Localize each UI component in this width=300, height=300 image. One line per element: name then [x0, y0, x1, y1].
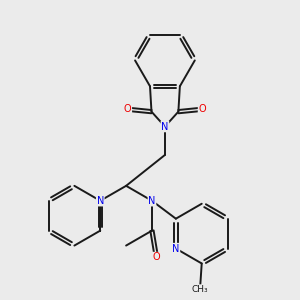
Text: N: N — [172, 244, 179, 254]
Text: O: O — [198, 104, 206, 114]
Text: CH₃: CH₃ — [192, 285, 208, 294]
Text: N: N — [161, 122, 169, 132]
Text: O: O — [153, 253, 160, 262]
Text: N: N — [97, 196, 104, 206]
Text: O: O — [124, 104, 131, 114]
Text: N: N — [148, 196, 156, 206]
